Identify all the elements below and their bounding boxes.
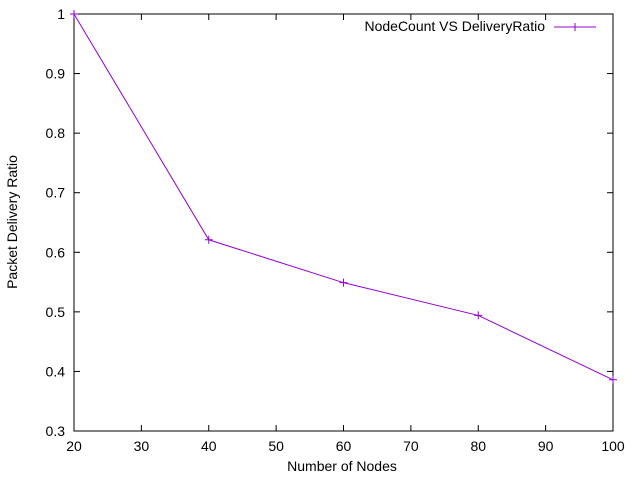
- y-tick-label: 1: [57, 6, 65, 22]
- y-tick-label: 0.8: [46, 125, 66, 141]
- axis-ticks: [73, 13, 614, 432]
- legend-label: NodeCount VS DeliveryRatio: [364, 18, 545, 34]
- series-line: [73, 13, 614, 381]
- data-point: [70, 10, 78, 18]
- data-point: [609, 375, 617, 384]
- y-tick-label: 0.5: [46, 304, 66, 320]
- data-point: [339, 278, 348, 287]
- axis-tick-labels: 20 30 40 50 60 70 80 90 100 0.3 0.4 0.5 0.6 0.7 0.8 0.9…: [46, 6, 625, 454]
- y-tick-label: 0.9: [46, 66, 66, 82]
- plot-area: [73, 13, 614, 432]
- x-tick-label: 50: [268, 438, 284, 454]
- x-tick-label: 30: [134, 438, 150, 454]
- y-tick-label: 0.3: [46, 423, 66, 439]
- legend: NodeCount VS DeliveryRatio: [364, 18, 596, 34]
- x-tick-label: 80: [470, 438, 486, 454]
- y-tick-label: 0.7: [46, 185, 66, 201]
- y-axis-label: Packet Delivery Ratio: [4, 155, 20, 289]
- y-tick-label: 0.4: [46, 363, 66, 379]
- x-tick-label: 60: [336, 438, 352, 454]
- y-tick-label: 0.6: [46, 244, 66, 260]
- x-axis-label: Number of Nodes: [287, 458, 397, 474]
- x-tick-label: 20: [66, 438, 82, 454]
- x-tick-label: 70: [403, 438, 419, 454]
- data-point: [204, 235, 213, 244]
- x-tick-label: 100: [601, 438, 625, 454]
- series-group: [70, 10, 617, 384]
- x-tick-label: 90: [538, 438, 554, 454]
- legend-swatch-marker: [571, 23, 579, 31]
- x-tick-label: 40: [201, 438, 217, 454]
- data-point: [474, 311, 483, 320]
